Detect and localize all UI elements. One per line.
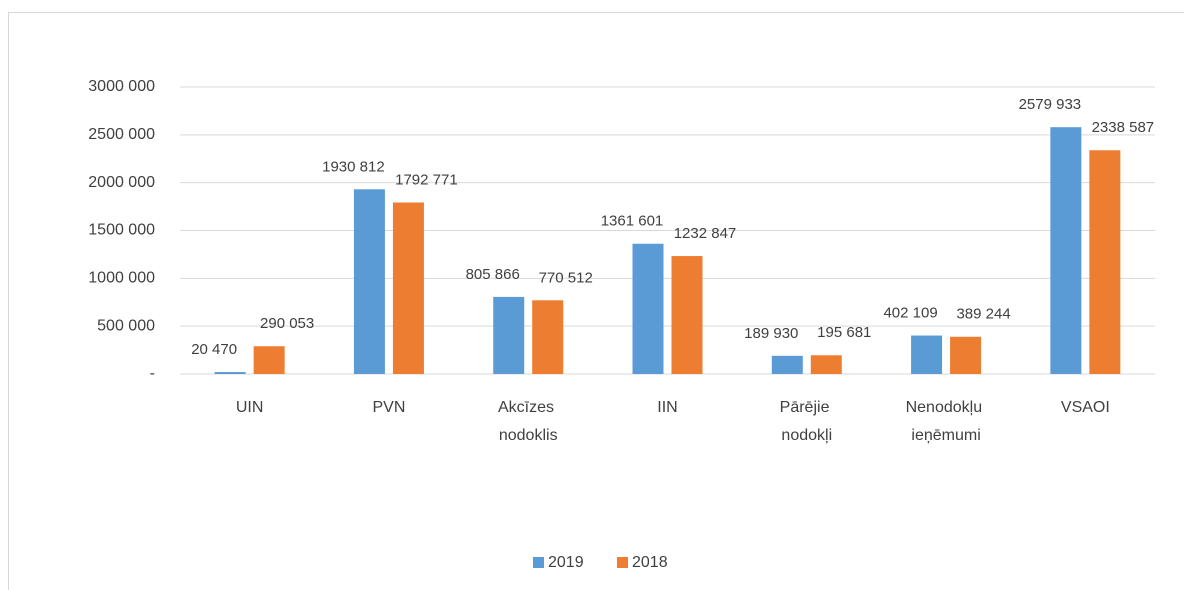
- value-label: 2338 587: [1092, 119, 1155, 136]
- bar: [671, 256, 703, 374]
- value-label: 805 866: [466, 266, 520, 283]
- y-tick-label: 2000 000: [88, 174, 155, 191]
- bar: [353, 189, 385, 374]
- x-tick-label: Akcīzes nodoklis: [498, 399, 558, 444]
- bar: [1050, 127, 1082, 375]
- x-tick-label: UIN: [236, 399, 264, 416]
- value-label: 2579 933: [1019, 96, 1082, 113]
- legend-swatch: [533, 557, 544, 568]
- value-label: 402 109: [883, 305, 937, 322]
- bar: [771, 355, 803, 374]
- x-tick-label: VSAOI: [1061, 399, 1110, 416]
- value-label: 1232 847: [674, 225, 737, 242]
- legend-label: 2019: [548, 554, 584, 571]
- bar: [214, 372, 246, 374]
- bar: [911, 335, 943, 374]
- y-tick-label: 500 000: [97, 317, 155, 334]
- x-tick-label: IIN: [657, 399, 677, 416]
- y-tick-label: 2500 000: [88, 126, 155, 143]
- bar: [392, 202, 424, 374]
- legend-swatch: [617, 557, 628, 568]
- value-label: 389 244: [956, 306, 1010, 323]
- bar: [632, 243, 664, 374]
- value-label: 1792 771: [395, 171, 458, 188]
- value-label: 290 053: [260, 315, 314, 332]
- y-tick-label: 1500 000: [88, 222, 155, 239]
- bar: [950, 336, 982, 374]
- bar: [1089, 150, 1121, 374]
- bar: [493, 296, 525, 374]
- y-tick-label: 3000 000: [88, 78, 155, 95]
- bar: [810, 355, 842, 374]
- y-tick-label: 1000 000: [88, 270, 155, 287]
- value-label: 189 930: [744, 325, 798, 342]
- value-label: 195 681: [817, 324, 871, 341]
- value-label: 770 512: [539, 269, 593, 286]
- bar: [532, 300, 564, 374]
- value-label: 1361 601: [601, 213, 664, 230]
- value-label: 1930 812: [322, 158, 385, 175]
- bar: [253, 346, 285, 374]
- value-label: 20 470: [191, 341, 237, 358]
- x-tick-label: Pārējie nodokļi: [780, 399, 834, 444]
- legend-label: 2018: [632, 554, 668, 571]
- x-tick-label: Nenodokļu ieņēmumi: [906, 399, 987, 444]
- y-tick-label: -: [150, 365, 155, 382]
- x-tick-label: PVN: [372, 399, 405, 416]
- chart-border: [8, 12, 1184, 590]
